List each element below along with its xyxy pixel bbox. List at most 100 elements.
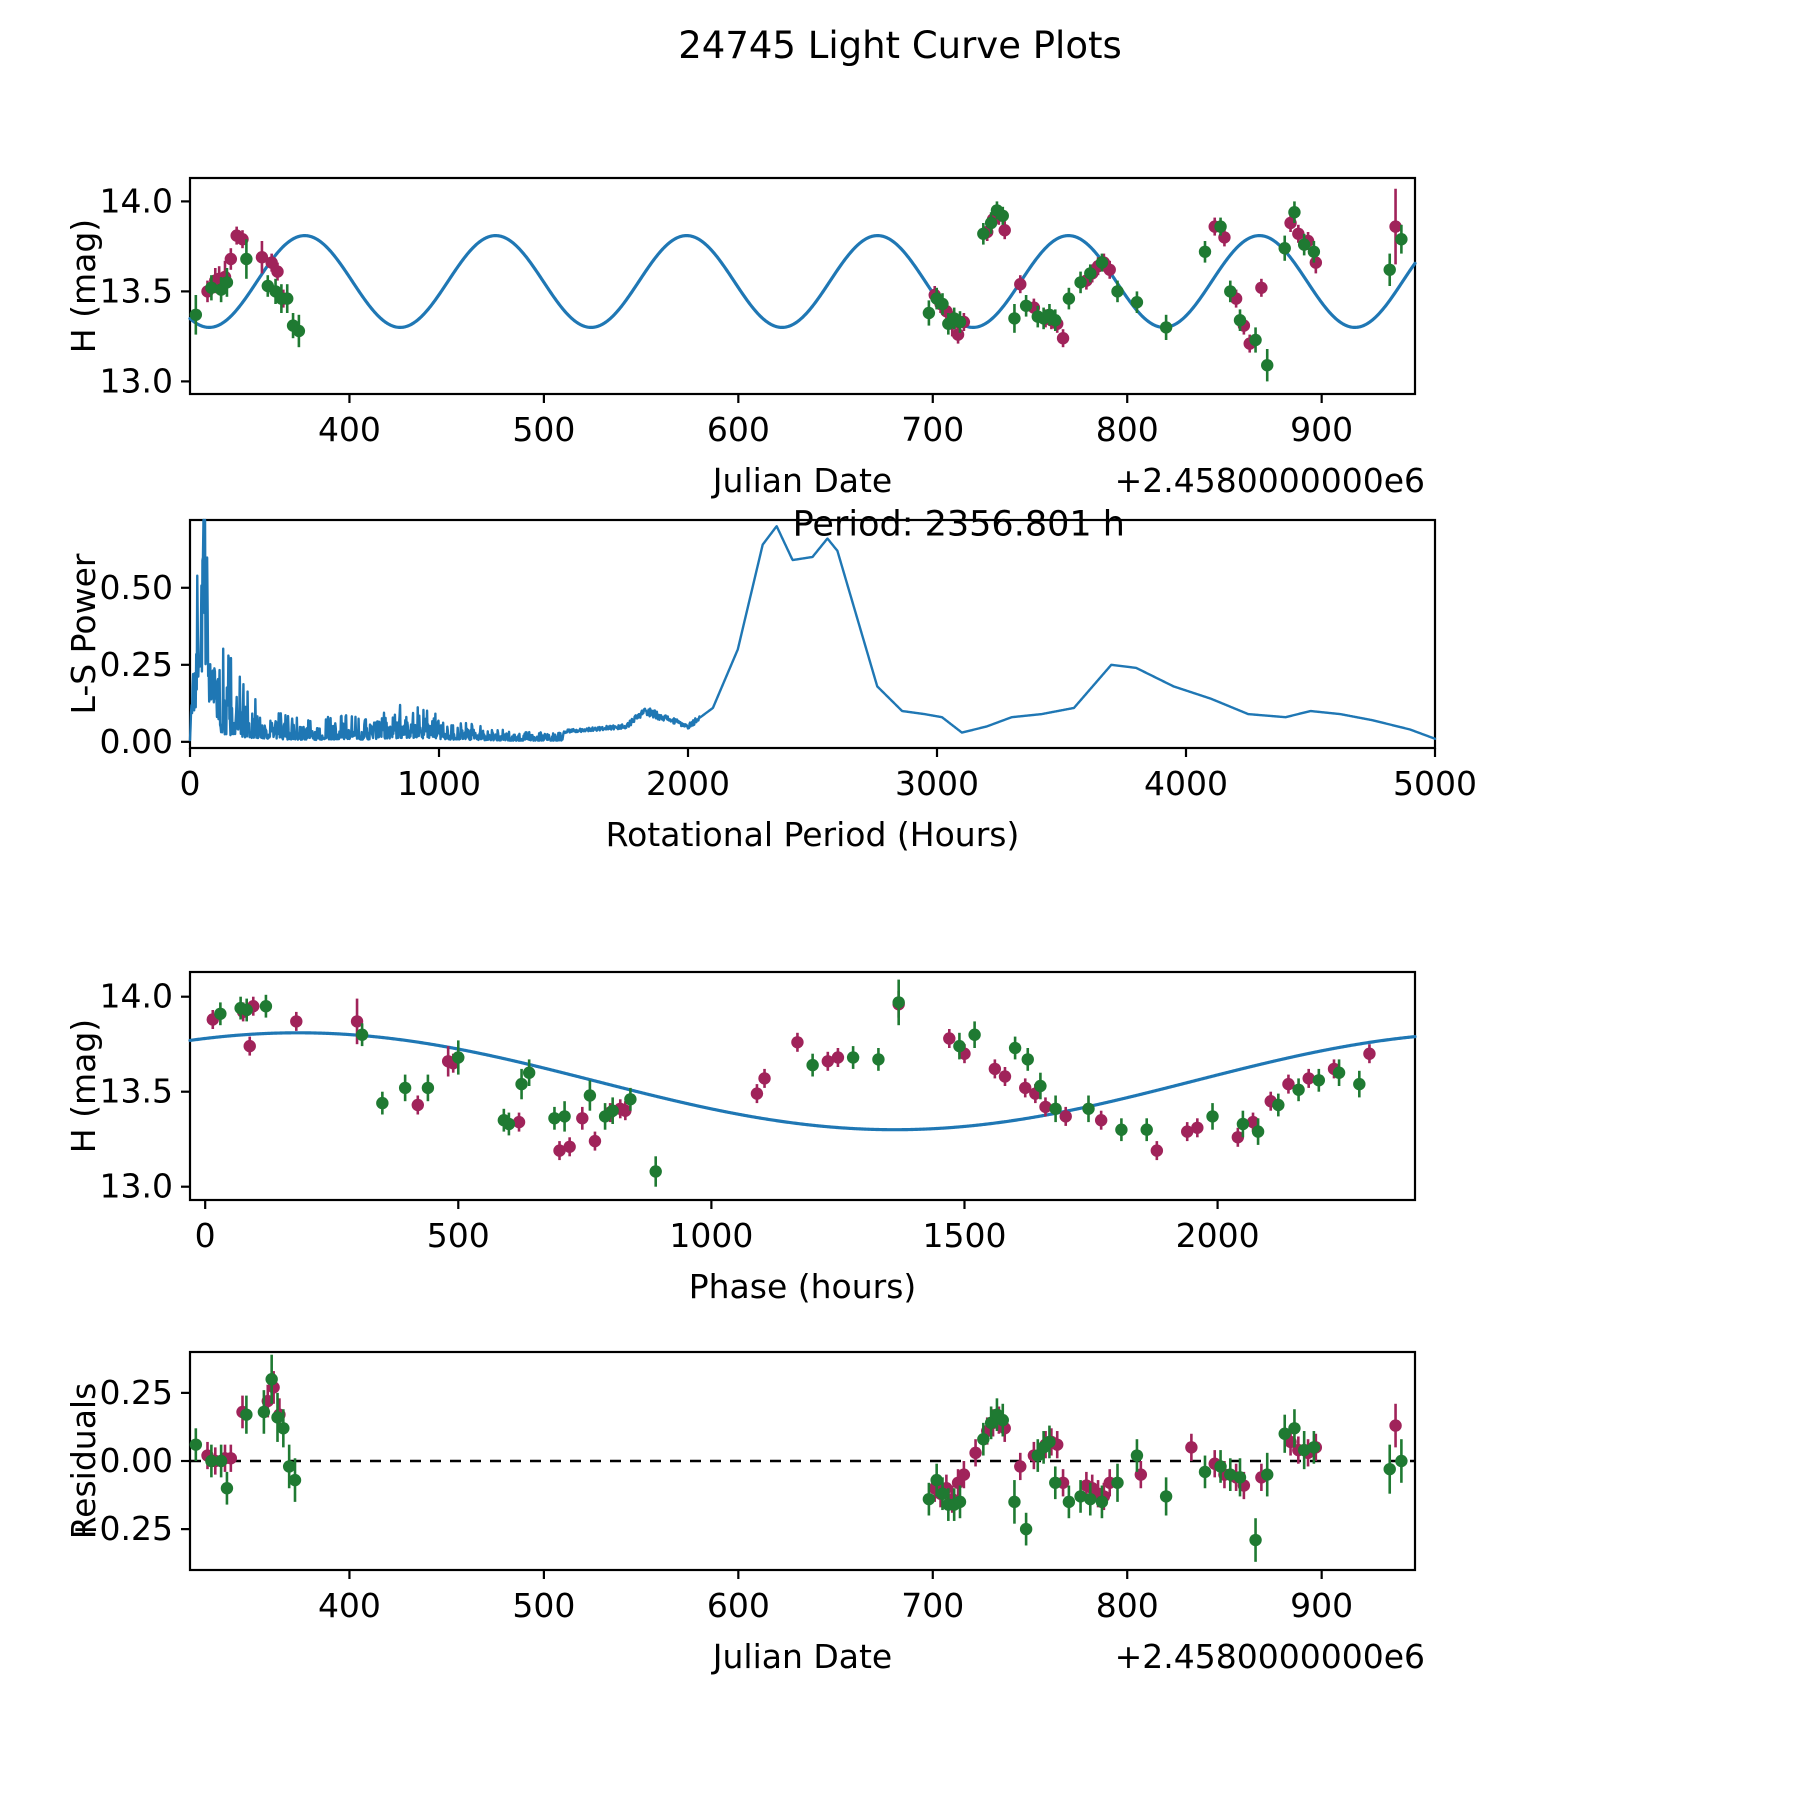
- data-point: [831, 1051, 845, 1064]
- data-point: [214, 1007, 227, 1020]
- y-tick-label: 13.0: [100, 361, 173, 400]
- x-tick-label: 0: [195, 1216, 216, 1255]
- data-point: [257, 1405, 271, 1419]
- x-tick-label: 900: [1290, 410, 1353, 449]
- x-tick-label: 500: [512, 410, 575, 449]
- data-point: [1231, 1131, 1245, 1144]
- data-point: [376, 1096, 389, 1110]
- data-point: [1224, 285, 1237, 298]
- x-tick-label: 3000: [895, 764, 979, 803]
- data-point: [998, 1070, 1012, 1083]
- data-point: [957, 1468, 971, 1481]
- x-tick-label: 400: [318, 410, 381, 449]
- x-tick-label: 4000: [1144, 764, 1228, 803]
- x-tick-label: 1000: [669, 1216, 753, 1255]
- data-point: [1084, 267, 1097, 280]
- data-point: [1095, 1495, 1109, 1509]
- data-point: [243, 1039, 256, 1053]
- data-point: [1261, 359, 1274, 372]
- data-point: [411, 1098, 424, 1112]
- data-point: [1297, 238, 1311, 251]
- data-point: [1049, 314, 1062, 327]
- data-point: [277, 1422, 290, 1435]
- data-point: [292, 324, 306, 338]
- data-point: [1062, 292, 1076, 305]
- data-point: [1043, 1435, 1056, 1449]
- data-point: [1249, 1533, 1262, 1547]
- data-point: [1014, 1460, 1027, 1473]
- data-point: [421, 1081, 435, 1095]
- data-point: [1297, 1443, 1311, 1457]
- data-point: [1395, 233, 1408, 246]
- x-axis-offset-text: +2.4580000000e6: [1115, 461, 1425, 500]
- chart-lomb-scargle-periodogram: 0 1000 2000 3000 4000 5000 0.00 0.25 0.50 Rotatio…: [64, 505, 1477, 854]
- data-point: [606, 1104, 619, 1117]
- data-point: [350, 1015, 364, 1028]
- panel-phase-folded: 0 500 1000 1500 2000 13.0 13.5 14.0 Phase (hours…: [0, 950, 1800, 1330]
- data-point: [1255, 281, 1268, 294]
- data-point: [583, 1089, 597, 1102]
- data-point: [943, 1032, 956, 1045]
- data-point: [1261, 1468, 1274, 1481]
- plot-frame: [188, 176, 1417, 396]
- data-point: [953, 1495, 967, 1509]
- data-point: [1389, 1419, 1402, 1432]
- data-point: [1246, 1115, 1260, 1129]
- data-point: [1302, 1072, 1315, 1085]
- data-point: [259, 1000, 273, 1013]
- data-point: [1008, 1495, 1021, 1509]
- x-tick-label: 1500: [922, 1216, 1006, 1255]
- data-point: [1278, 242, 1291, 255]
- figure-title: 24745 Light Curve Plots: [678, 24, 1122, 67]
- data-point: [872, 1053, 885, 1066]
- data-point: [558, 1110, 571, 1123]
- data-point: [1111, 285, 1124, 298]
- data-point: [624, 1093, 637, 1106]
- data-point: [1185, 1441, 1198, 1454]
- data-point: [205, 1454, 218, 1468]
- data-point: [1236, 1117, 1250, 1131]
- data-point: [1233, 1471, 1247, 1484]
- x-tick-label: 800: [1096, 1586, 1159, 1625]
- plot-frame: [188, 518, 1437, 750]
- period-annotation: Period: 2356.801 h: [793, 505, 1125, 545]
- data-point: [271, 1411, 284, 1424]
- data-point: [806, 1058, 819, 1072]
- data-point: [977, 1433, 990, 1446]
- data-point: [512, 1115, 526, 1129]
- x-tick-label: 1000: [397, 764, 481, 803]
- data-point: [977, 227, 990, 240]
- y-axis-label: Residuals: [64, 1383, 103, 1540]
- y-tick-label: 0.25: [100, 645, 173, 684]
- x-tick-label: 2000: [1176, 1216, 1260, 1255]
- data-point: [265, 256, 278, 269]
- x-axis-offset-text: +2.4580000000e6: [1115, 1637, 1425, 1676]
- data-point: [1272, 1098, 1285, 1112]
- data-series-series_a: [201, 188, 1402, 353]
- x-tick-label: 500: [427, 1216, 490, 1255]
- data-point: [1292, 1083, 1305, 1096]
- data-point: [1309, 256, 1323, 269]
- data-point: [988, 1062, 1002, 1076]
- x-tick-label: 2000: [646, 764, 730, 803]
- data-point: [1383, 1462, 1396, 1476]
- data-point: [1249, 333, 1262, 347]
- data-series-series_a: [206, 991, 1376, 1161]
- x-axis-label: Julian Date: [711, 461, 893, 500]
- data-point: [930, 1473, 943, 1487]
- data-point: [502, 1117, 516, 1131]
- x-tick-label: 900: [1290, 1586, 1353, 1625]
- y-tick-label: 13.5: [100, 271, 173, 310]
- data-point: [1034, 1079, 1047, 1093]
- data-point: [1251, 1125, 1265, 1138]
- data-point: [922, 306, 936, 320]
- data-point: [1059, 1110, 1072, 1123]
- data-point: [1214, 220, 1227, 233]
- data-point: [1278, 1427, 1291, 1440]
- data-point: [1353, 1077, 1366, 1091]
- data-point: [189, 308, 203, 321]
- data-point: [1019, 1522, 1033, 1536]
- data-point: [265, 1373, 278, 1386]
- data-point: [1082, 1102, 1095, 1115]
- data-point: [288, 1473, 302, 1487]
